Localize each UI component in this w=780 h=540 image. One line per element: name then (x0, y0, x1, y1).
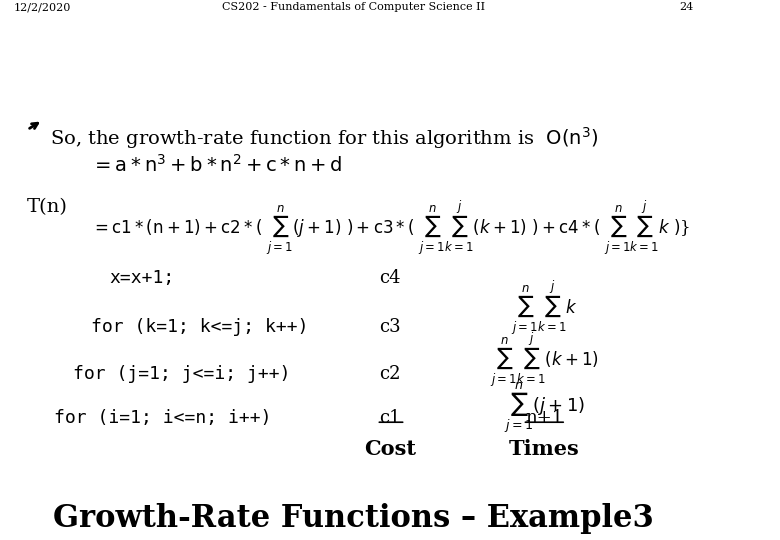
Text: c2: c2 (379, 366, 401, 383)
Text: $= \mathrm{a*n^3 + b*n^2 + c*n + d}$: $= \mathrm{a*n^3 + b*n^2 + c*n + d}$ (90, 154, 342, 176)
Text: 24: 24 (679, 2, 694, 12)
Text: $\sum_{j=1}^{n}(j+1)$: $\sum_{j=1}^{n}(j+1)$ (504, 380, 585, 435)
Text: Growth-Rate Functions – Example3: Growth-Rate Functions – Example3 (53, 503, 654, 534)
Text: c4: c4 (379, 269, 401, 287)
Text: CS202 - Fundamentals of Computer Science II: CS202 - Fundamentals of Computer Science… (222, 2, 485, 12)
Text: So, the growth-rate function for this algorithm is  $\mathrm{O(n^3)}$: So, the growth-rate function for this al… (50, 125, 598, 151)
Text: n+1: n+1 (525, 409, 563, 428)
Text: Times: Times (509, 439, 580, 459)
Text: Cost: Cost (364, 439, 416, 459)
Text: 12/2/2020: 12/2/2020 (13, 2, 71, 12)
Text: for (i=1; i<=n; i++): for (i=1; i<=n; i++) (55, 409, 272, 428)
Text: for (j=1; j<=i; j++): for (j=1; j<=i; j++) (73, 366, 290, 383)
Text: $\sum_{j=1}^{n}\sum_{k=1}^{j}k$: $\sum_{j=1}^{n}\sum_{k=1}^{j}k$ (511, 279, 578, 338)
Text: T(n): T(n) (27, 199, 68, 217)
Text: $= \mathrm{c1*(n+1) + c2*(}\ \sum_{j=1}^{n}(j+1)\ \mathrm{) + c3*(}\ \sum_{j=1}^: $= \mathrm{c1*(n+1) + c2*(}\ \sum_{j=1}^… (90, 199, 690, 258)
Text: $\sum_{j=1}^{n}\sum_{k=1}^{j}(k+1)$: $\sum_{j=1}^{n}\sum_{k=1}^{j}(k+1)$ (490, 331, 599, 390)
Text: x=x+1;: x=x+1; (109, 269, 174, 287)
Text: for (k=1; k<=j; k++): for (k=1; k<=j; k++) (90, 318, 308, 336)
Text: c3: c3 (379, 318, 401, 336)
Text: c1: c1 (379, 409, 401, 428)
